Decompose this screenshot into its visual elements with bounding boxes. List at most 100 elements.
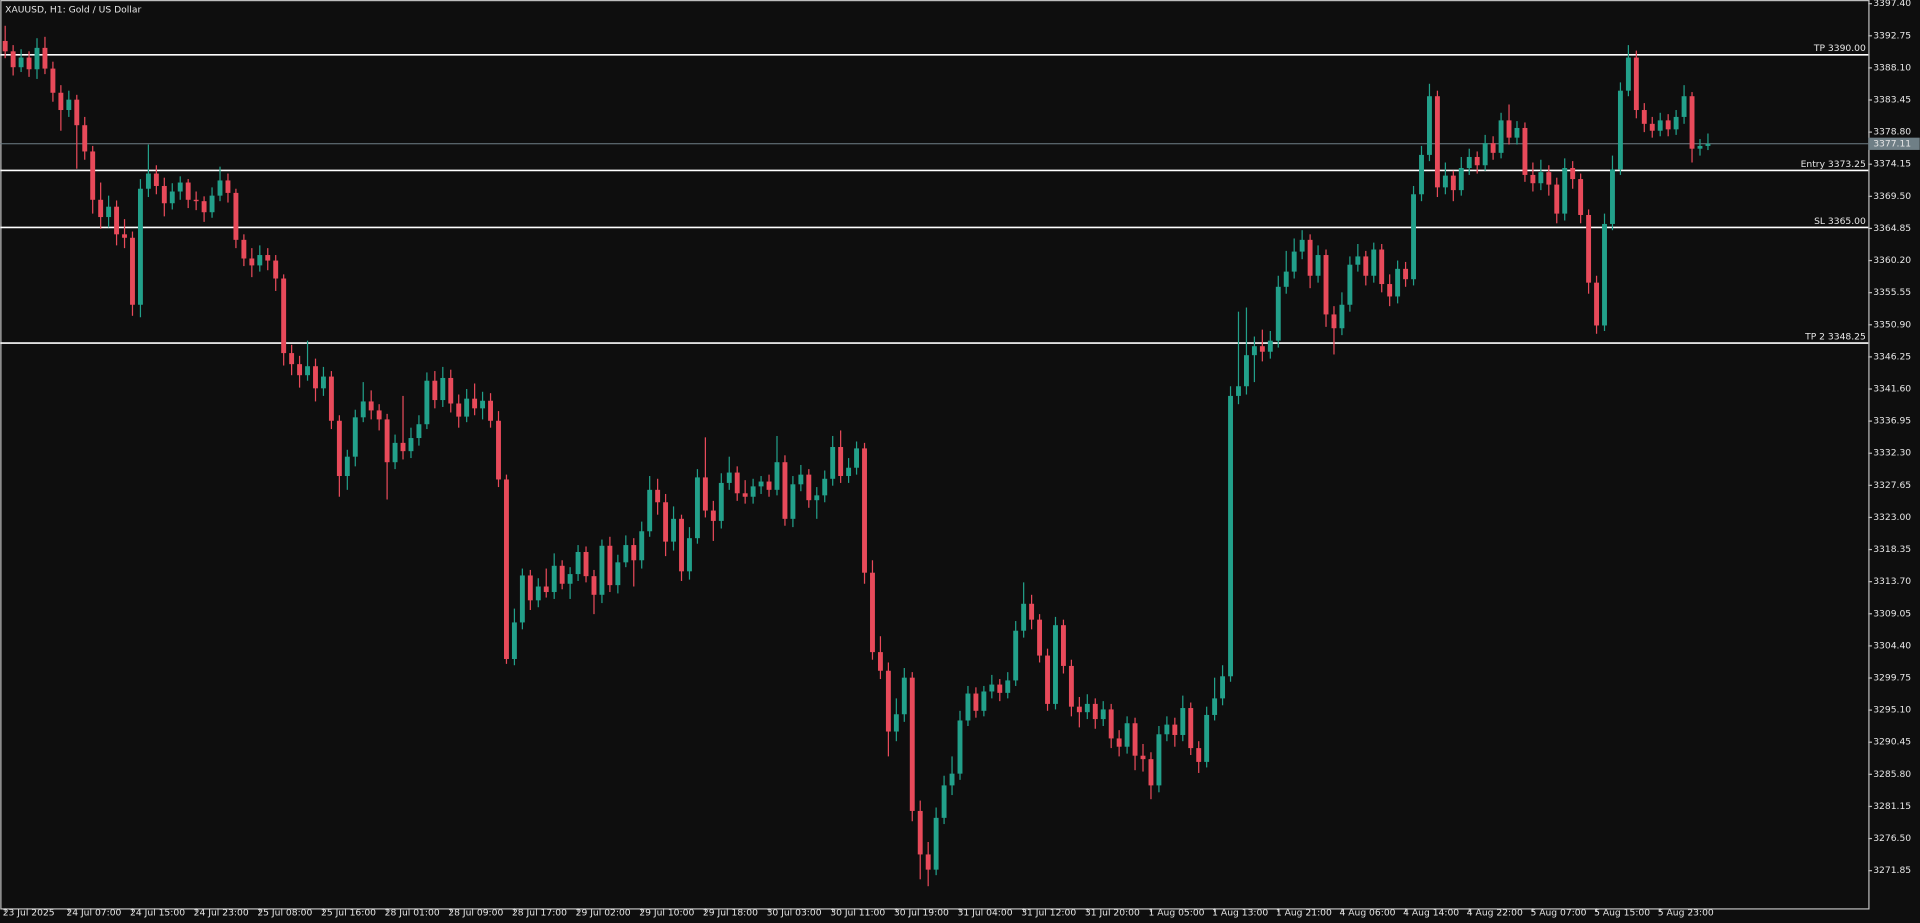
candle-body <box>456 403 462 417</box>
candle-body <box>1212 698 1218 715</box>
candle-body <box>1649 123 1655 131</box>
y-tick-label: 3304.40 <box>1873 640 1911 651</box>
y-tick-label: 3374.15 <box>1873 159 1911 170</box>
candle-body <box>726 472 732 483</box>
candle-body <box>177 182 183 192</box>
candle-body <box>488 400 493 421</box>
x-tick-label: 30 Jul 03:00 <box>767 908 822 919</box>
candle-body <box>1180 708 1186 735</box>
candle-body <box>448 377 454 404</box>
x-tick-label: 23 Jul 2025 <box>3 908 55 919</box>
candle-body <box>806 474 812 501</box>
candle-body <box>1267 340 1273 352</box>
x-tick-label: 30 Jul 19:00 <box>894 908 949 919</box>
candle-body <box>965 693 971 721</box>
candle-body <box>870 572 875 653</box>
candle-body <box>416 424 422 439</box>
candle-body <box>981 691 987 711</box>
y-tick-label: 3271.85 <box>1873 865 1911 876</box>
candle-body <box>551 565 557 593</box>
candle-body <box>1251 346 1257 356</box>
x-tick-label: 1 Aug 13:00 <box>1212 908 1268 919</box>
candle-body <box>42 47 48 69</box>
candle-body <box>1594 282 1599 326</box>
candle-body <box>1100 709 1106 720</box>
candle-body <box>1228 395 1233 677</box>
candle-body <box>1371 249 1377 276</box>
candle-body <box>1331 314 1337 329</box>
candle-body <box>543 586 549 593</box>
candle-body <box>305 366 310 376</box>
x-tick-label: 29 Jul 18:00 <box>703 908 758 919</box>
candle-body <box>185 182 191 200</box>
candle-body <box>854 448 860 468</box>
x-tick-label: 4 Aug 06:00 <box>1339 908 1395 919</box>
y-tick-label: 3285.80 <box>1873 769 1911 780</box>
x-tick-label: 4 Aug 22:00 <box>1467 908 1523 919</box>
candle-body <box>973 693 979 711</box>
y-tick-label: 3327.65 <box>1873 480 1911 491</box>
candle-body <box>480 400 486 409</box>
candle-body <box>464 398 470 417</box>
candle-body <box>34 47 40 70</box>
candle-body <box>655 489 661 503</box>
level-label: Entry 3373.25 <box>1801 159 1866 170</box>
y-tick-label: 3388.10 <box>1873 62 1911 73</box>
candle-body <box>313 366 318 389</box>
candle-body <box>1641 110 1647 124</box>
candle-body <box>408 438 414 452</box>
x-tick-label: 28 Jul 17:00 <box>512 908 567 919</box>
candle-body <box>1132 723 1138 756</box>
candle-body <box>1387 284 1393 297</box>
y-tick-label: 3309.05 <box>1873 608 1911 619</box>
candle-body <box>169 191 175 204</box>
candle-body <box>949 773 955 786</box>
candle-body <box>1037 619 1043 656</box>
x-tick-label: 29 Jul 10:00 <box>639 908 694 919</box>
candle-body <box>241 239 247 259</box>
candle-body <box>1355 256 1361 265</box>
candle-body <box>1530 174 1536 184</box>
candle-body <box>440 377 446 401</box>
candle-body <box>1657 120 1663 131</box>
candle-body <box>814 495 820 501</box>
candle-body <box>1045 655 1050 704</box>
candle-body <box>352 417 358 457</box>
candle-body <box>209 195 215 213</box>
candle-body <box>2 40 8 52</box>
candle-body <box>1578 179 1584 215</box>
x-tick-label: 24 Jul 07:00 <box>66 908 121 919</box>
x-tick-label: 31 Jul 12:00 <box>1021 908 1076 919</box>
candle-body <box>1053 625 1058 704</box>
x-tick-label: 1 Aug 21:00 <box>1276 908 1332 919</box>
candle-body <box>1617 90 1623 170</box>
candle-body <box>647 489 653 532</box>
level-label: SL 3365.00 <box>1814 216 1866 227</box>
candle-body <box>1562 168 1568 214</box>
candle-body <box>1013 630 1019 681</box>
candle-body <box>114 206 120 235</box>
candle-body <box>591 576 597 595</box>
candle-body <box>1148 759 1154 786</box>
y-tick-label: 3364.85 <box>1873 223 1911 234</box>
x-tick-label: 25 Jul 08:00 <box>257 908 312 919</box>
y-tick-label: 3350.90 <box>1873 319 1911 330</box>
y-tick-label: 3276.50 <box>1873 833 1911 844</box>
candle-body <box>360 401 366 418</box>
candle-body <box>790 484 796 519</box>
candle-body <box>1339 304 1345 329</box>
price-label: 3377.11 <box>1873 138 1911 149</box>
candle-body <box>1514 127 1520 138</box>
candle-body <box>328 376 334 421</box>
candle-body <box>1068 665 1074 707</box>
candle-body <box>1188 708 1194 749</box>
candle-body <box>26 57 32 70</box>
candle-body <box>1586 214 1592 283</box>
candle-body <box>50 68 56 93</box>
price-tag <box>1868 137 1920 150</box>
y-tick-label: 3332.30 <box>1873 448 1911 459</box>
candle-body <box>1458 168 1464 191</box>
candle-body <box>893 714 899 732</box>
x-tick-label: 24 Jul 15:00 <box>130 908 185 919</box>
